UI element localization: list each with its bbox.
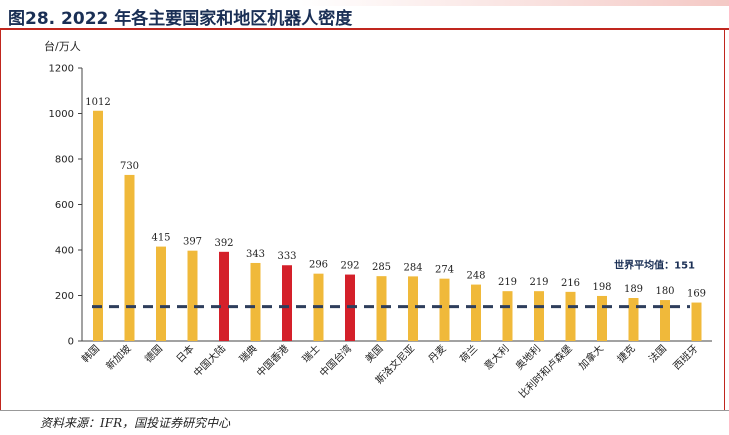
bar-11: [439, 278, 450, 341]
category-label: 美国: [362, 342, 385, 365]
bar-2: [156, 246, 166, 341]
bar-12: [471, 284, 481, 341]
bar-value-label: 189: [624, 284, 643, 295]
bar-value-label: 216: [561, 278, 580, 289]
category-label: 中国大陆: [191, 342, 228, 379]
category-label: 中国香港: [254, 342, 291, 379]
bar-value-label: 248: [466, 271, 485, 282]
bar-value-label: 333: [277, 251, 296, 262]
bar-value-label: 285: [372, 262, 391, 273]
bar-value-label: 180: [655, 286, 674, 297]
bar-4: [219, 251, 229, 341]
bar-5: [250, 262, 261, 341]
frame-right-border: [724, 30, 725, 410]
category-label: 意大利: [481, 342, 511, 372]
category-label: 德国: [142, 342, 165, 365]
category-label: 中国台湾: [317, 342, 354, 379]
category-label: 荷兰: [457, 342, 480, 365]
frame-left-border: [0, 30, 1, 410]
bar-19: [691, 302, 702, 341]
bar-value-label: 169: [687, 289, 706, 300]
bar-value-label: 219: [529, 277, 548, 288]
bar-1: [124, 174, 135, 341]
category-label: 西班牙: [671, 343, 701, 373]
y-tick-label: 1200: [49, 64, 74, 75]
bar-value-label: 284: [403, 262, 422, 273]
title-underline: [0, 28, 729, 30]
y-tick-label: 800: [55, 155, 74, 166]
category-label: 奥地利: [513, 342, 543, 372]
bar-value-label: 198: [592, 282, 611, 293]
bar-17: [628, 298, 639, 341]
category-label: 日本: [173, 342, 196, 365]
bar-13: [502, 291, 513, 341]
bar-value-label: 730: [120, 161, 139, 172]
bar-3: [187, 250, 198, 341]
bar-value-label: 292: [340, 261, 359, 272]
bar-18: [660, 300, 670, 341]
bar-9: [376, 276, 387, 341]
category-label: 比利时和卢森堡: [516, 342, 575, 401]
category-label: 韩国: [79, 342, 102, 365]
y-tick-label: 0: [68, 337, 74, 348]
category-label: 加拿大: [576, 342, 606, 372]
y-tick-label: 1000: [49, 109, 74, 120]
bar-16: [597, 295, 607, 341]
y-tick-label: 200: [55, 291, 74, 302]
category-label: 丹麦: [426, 343, 449, 366]
category-label: 法国: [646, 342, 669, 365]
bar-value-label: 219: [498, 277, 517, 288]
category-label: 捷克: [614, 342, 637, 365]
bar-value-label: 397: [183, 237, 202, 248]
bar-value-label: 415: [151, 233, 170, 244]
y-axis-unit-label: 台/万人: [44, 40, 81, 53]
category-label: 新加坡: [103, 342, 133, 372]
bar-value-label: 343: [246, 249, 265, 260]
bar-10: [408, 276, 418, 341]
bar-value-label: 274: [435, 265, 454, 276]
category-label: 瑞典: [236, 342, 259, 365]
source-note: 资料来源：IFR，国投证券研究中心: [40, 416, 231, 430]
bar-chart: 0 200 400 600 800 1000 1200 1012 韩国 730 新加坡 415 德国 39…: [49, 64, 712, 401]
world-average-label: 世界平均值：151: [614, 259, 695, 272]
bar-value-label: 392: [214, 238, 233, 249]
bar-0: [93, 110, 103, 342]
bar-value-label: 1012: [85, 97, 110, 108]
title-decoration: [300, 0, 729, 6]
category-label: 瑞士: [299, 342, 322, 365]
bar-14: [534, 291, 544, 341]
title-bar: 图28. 2022 年各主要国家和地区机器人密度: [0, 0, 729, 30]
bar-6: [282, 265, 292, 341]
y-tick-label: 600: [55, 200, 74, 211]
bar-value-label: 296: [309, 260, 328, 271]
y-tick-label: 400: [55, 246, 74, 257]
figure-title: 图28. 2022 年各主要国家和地区机器人密度: [8, 9, 353, 29]
bar-15: [565, 291, 576, 341]
source-divider: [0, 410, 729, 411]
